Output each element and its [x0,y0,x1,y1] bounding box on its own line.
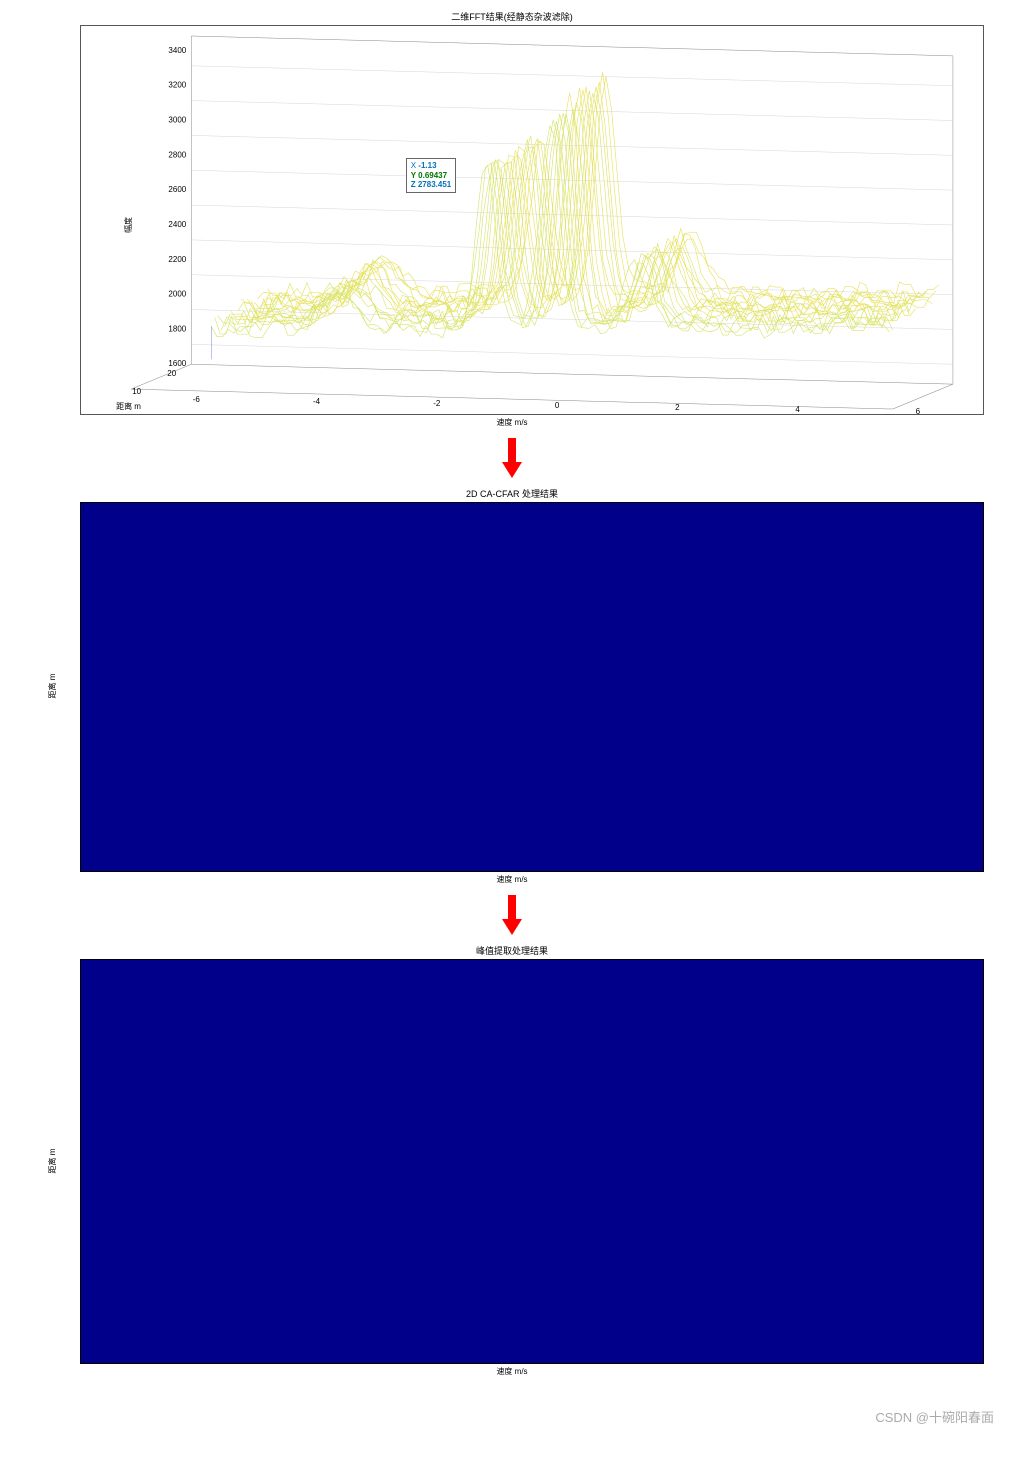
surface-svg: 1600 1800 2000 2200 2400 2600 2800 3000 … [81,26,983,414]
datatip-3d[interactable]: X -1.13 Y 0.69437 Z 2783.451 [406,158,457,193]
svg-text:6: 6 [916,407,921,414]
panel1-title: 二维FFT结果(经静态杂波滤除) [10,10,1014,23]
svg-text:2600: 2600 [168,185,186,194]
panel-3d-fft: 二维FFT结果(经静态杂波滤除) [10,10,1014,428]
plot-cfar-area[interactable] [80,502,984,872]
panel3-xlabel: 速度 m/s [10,1366,1014,1377]
panel2-xlabel: 速度 m/s [10,874,1014,885]
svg-text:3000: 3000 [168,116,186,125]
plot-3d-area[interactable]: 1600 1800 2000 2200 2400 2600 2800 3000 … [80,25,984,415]
svg-text:2200: 2200 [168,255,186,264]
svg-text:幅度: 幅度 [123,217,133,233]
svg-text:3200: 3200 [168,81,186,90]
panel1-xlabel: 速度 m/s [10,417,1014,428]
svg-text:1600: 1600 [168,359,186,368]
plot-peak-area[interactable] [80,959,984,1364]
svg-text:10: 10 [132,387,141,396]
svg-text:4: 4 [795,405,800,414]
panel2-ylabel: 距离 m [47,674,58,699]
svg-text:距离 m: 距离 m [116,401,141,411]
panel2-title: 2D CA-CFAR 处理结果 [10,487,1014,500]
panel-peak: 峰值提取处理结果 距离 m 速度 m/s [10,944,1014,1377]
svg-text:0: 0 [555,401,560,410]
svg-text:-2: -2 [433,399,441,408]
svg-text:2800: 2800 [168,150,186,159]
arrow-2 [10,895,1014,940]
panel-2d-cfar: 2D CA-CFAR 处理结果 距离 m 速度 m/s [10,487,1014,885]
panel3-title: 峰值提取处理结果 [10,944,1014,957]
svg-text:2: 2 [675,403,680,412]
watermark: CSDN @十碗阳春面 [10,1387,1014,1426]
svg-text:1800: 1800 [168,324,186,333]
svg-text:-6: -6 [193,395,201,404]
svg-text:20: 20 [167,369,176,378]
panel3-ylabel: 距离 m [47,1148,58,1173]
svg-text:-4: -4 [313,397,321,406]
svg-text:2400: 2400 [168,220,186,229]
svg-text:3400: 3400 [168,46,186,55]
svg-text:2000: 2000 [168,290,186,299]
arrow-1 [10,438,1014,483]
